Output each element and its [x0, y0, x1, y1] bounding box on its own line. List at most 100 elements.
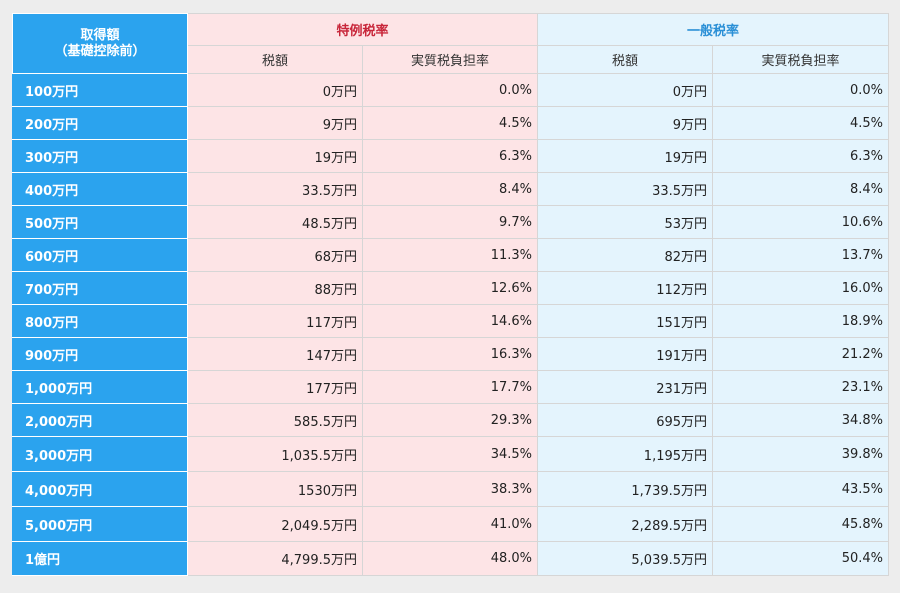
special-tax-cell: 147万円: [187, 337, 363, 371]
general-tax-cell: 1,195万円: [537, 436, 714, 472]
general-tax-cell: 231万円: [537, 370, 714, 404]
acquisition-amount-cell: 400万円: [12, 172, 188, 206]
special-rate-column-header: 実質税負担率: [361, 45, 539, 74]
general-tax-cell: 191万円: [537, 337, 714, 371]
table-row: 4,000万円 1530万円 38.3% 1,739.5万円 43.5%: [12, 471, 890, 507]
special-rate-cell: 17.7%: [361, 370, 539, 404]
special-rate-cell: 34.5%: [361, 436, 539, 472]
special-rate-cell: 0.0%: [361, 73, 539, 107]
acquisition-amount-cell: 100万円: [12, 73, 188, 107]
special-rate-cell: 8.4%: [361, 172, 539, 206]
table-row: 5,000万円 2,049.5万円 41.0% 2,289.5万円 45.8%: [12, 506, 890, 542]
table-row: 100万円 0万円 0.0% 0万円 0.0%: [12, 73, 890, 107]
general-rate-cell: 13.7%: [712, 238, 890, 272]
acquisition-amount-cell: 200万円: [12, 106, 188, 140]
general-tax-cell: 33.5万円: [537, 172, 714, 206]
special-tax-cell: 177万円: [187, 370, 363, 404]
general-tax-cell: 19万円: [537, 139, 714, 173]
table-row: 900万円 147万円 16.3% 191万円 21.2%: [12, 337, 890, 371]
general-rate-cell: 39.8%: [712, 436, 890, 472]
acquisition-amount-cell: 800万円: [12, 304, 188, 338]
general-tax-cell: 82万円: [537, 238, 714, 272]
special-rate-group-header: 特例税率: [186, 13, 539, 46]
general-rate-cell: 8.4%: [712, 172, 890, 206]
table-row: 600万円 68万円 11.3% 82万円 13.7%: [12, 238, 890, 272]
table-row: 300万円 19万円 6.3% 19万円 6.3%: [12, 139, 890, 173]
table-row: 800万円 117万円 14.6% 151万円 18.9%: [12, 304, 890, 338]
special-tax-cell: 9万円: [187, 106, 363, 140]
special-rate-cell: 4.5%: [361, 106, 539, 140]
general-tax-column-header: 税額: [537, 45, 714, 74]
general-rate-cell: 34.8%: [712, 403, 890, 437]
acquisition-amount-cell: 4,000万円: [12, 471, 188, 507]
general-rate-cell: 45.8%: [712, 506, 890, 542]
special-tax-cell: 48.5万円: [187, 205, 363, 239]
special-tax-cell: 585.5万円: [187, 403, 363, 437]
tax-rate-table: 取得額 （基礎控除前） 特例税率 一般税率 税額 実質税負担率 税額 実質税負担…: [12, 13, 890, 576]
acquisition-amount-cell: 1億円: [12, 541, 188, 576]
table-row: 1億円 4,799.5万円 48.0% 5,039.5万円 50.4%: [12, 541, 890, 576]
table-row: 500万円 48.5万円 9.7% 53万円 10.6%: [12, 205, 890, 239]
acquisition-amount-cell: 600万円: [12, 238, 188, 272]
special-tax-cell: 68万円: [187, 238, 363, 272]
general-rate-cell: 23.1%: [712, 370, 890, 404]
special-tax-cell: 1530万円: [187, 471, 363, 507]
table-row: 2,000万円 585.5万円 29.3% 695万円 34.8%: [12, 403, 890, 437]
general-tax-cell: 151万円: [537, 304, 714, 338]
general-rate-cell: 16.0%: [712, 271, 890, 305]
general-tax-cell: 1,739.5万円: [537, 471, 714, 507]
special-rate-cell: 38.3%: [361, 471, 539, 507]
special-rate-cell: 16.3%: [361, 337, 539, 371]
table-row: 400万円 33.5万円 8.4% 33.5万円 8.4%: [12, 172, 890, 206]
general-rate-cell: 18.9%: [712, 304, 890, 338]
special-tax-cell: 0万円: [187, 73, 363, 107]
general-rate-cell: 6.3%: [712, 139, 890, 173]
general-tax-cell: 695万円: [537, 403, 714, 437]
general-tax-cell: 2,289.5万円: [537, 506, 714, 542]
general-tax-cell: 9万円: [537, 106, 714, 140]
acquisition-amount-header: 取得額 （基礎控除前）: [12, 13, 188, 74]
table-row: 1,000万円 177万円 17.7% 231万円 23.1%: [12, 370, 890, 404]
general-tax-cell: 0万円: [537, 73, 714, 107]
acquisition-amount-cell: 2,000万円: [12, 403, 188, 437]
acquisition-amount-cell: 900万円: [12, 337, 188, 371]
special-rate-cell: 6.3%: [361, 139, 539, 173]
general-rate-cell: 4.5%: [712, 106, 890, 140]
tax-rate-table-container: 取得額 （基礎控除前） 特例税率 一般税率 税額 実質税負担率 税額 実質税負担…: [12, 13, 890, 576]
acquisition-amount-cell: 700万円: [12, 271, 188, 305]
special-tax-cell: 117万円: [187, 304, 363, 338]
special-tax-cell: 33.5万円: [187, 172, 363, 206]
special-rate-cell: 41.0%: [361, 506, 539, 542]
special-rate-cell: 9.7%: [361, 205, 539, 239]
special-tax-cell: 19万円: [187, 139, 363, 173]
general-rate-cell: 50.4%: [712, 541, 890, 576]
general-rate-cell: 43.5%: [712, 471, 890, 507]
special-tax-cell: 88万円: [187, 271, 363, 305]
general-tax-cell: 53万円: [537, 205, 714, 239]
general-tax-cell: 5,039.5万円: [537, 541, 714, 576]
special-tax-cell: 4,799.5万円: [187, 541, 363, 576]
special-rate-cell: 29.3%: [361, 403, 539, 437]
table-row: 700万円 88万円 12.6% 112万円 16.0%: [12, 271, 890, 305]
acquisition-amount-cell: 300万円: [12, 139, 188, 173]
special-rate-cell: 14.6%: [361, 304, 539, 338]
general-rate-cell: 10.6%: [712, 205, 890, 239]
special-tax-cell: 2,049.5万円: [187, 506, 363, 542]
general-rate-cell: 0.0%: [712, 73, 890, 107]
table-row: 200万円 9万円 4.5% 9万円 4.5%: [12, 106, 890, 140]
acquisition-amount-subtitle: （基礎控除前）: [54, 43, 146, 59]
special-rate-cell: 12.6%: [361, 271, 539, 305]
acquisition-amount-cell: 500万円: [12, 205, 188, 239]
general-rate-column-header: 実質税負担率: [712, 45, 890, 74]
special-rate-cell: 11.3%: [361, 238, 539, 272]
acquisition-amount-cell: 3,000万円: [12, 436, 188, 472]
general-rate-cell: 21.2%: [712, 337, 890, 371]
special-tax-column-header: 税額: [187, 45, 363, 74]
special-tax-cell: 1,035.5万円: [187, 436, 363, 472]
general-rate-group-header: 一般税率: [537, 13, 890, 46]
acquisition-amount-cell: 5,000万円: [12, 506, 188, 542]
special-rate-cell: 48.0%: [361, 541, 539, 576]
table-row: 3,000万円 1,035.5万円 34.5% 1,195万円 39.8%: [12, 436, 890, 472]
general-tax-cell: 112万円: [537, 271, 714, 305]
acquisition-amount-title: 取得額: [80, 27, 120, 43]
